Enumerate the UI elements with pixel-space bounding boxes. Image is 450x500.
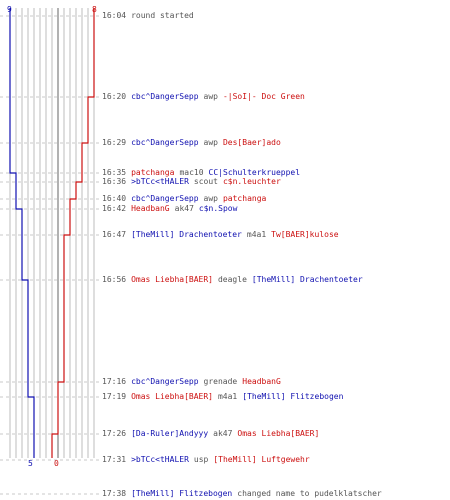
player-name: -|SoI|- Doc Green	[222, 92, 305, 101]
event-row: 17:19 Omas Liebha[BAER] m4a1 [TheMill] Flit…	[102, 392, 343, 401]
red-end-count: 0	[54, 459, 59, 468]
event-row: 17:26 [Da-Ruler]Andyyy ak47 Omas Liebha[BAE…	[102, 429, 319, 438]
event-action: grenade	[203, 377, 238, 386]
event-action: deagle	[217, 275, 247, 284]
player-name: Omas Liebha[BAER]	[131, 275, 213, 284]
blue-start-count: 9	[7, 5, 12, 14]
event-action: awp	[203, 92, 218, 101]
event-row: 16:35 patchanga mac10 CC|Schulterkrueppel	[102, 168, 300, 177]
player-name: cbc^DangerSepp	[131, 138, 199, 147]
event-action: mac10	[179, 168, 204, 177]
event-row: 17:38 [TheMill] Flitzebogen changed name t…	[102, 489, 382, 498]
player-name: cbc^DangerSepp	[131, 377, 199, 386]
event-action: scout	[193, 177, 218, 186]
event-time: 16:56	[102, 275, 127, 284]
player-name: HeadbanG	[242, 377, 281, 386]
player-name: [TheMill] Drachentoeter	[251, 275, 363, 284]
player-name: Omas Liebha[BAER]	[237, 429, 320, 438]
blue-end-count: 5	[28, 459, 33, 468]
player-name: [TheMill] Luftgewehr	[213, 455, 310, 464]
event-row: 16:47 [TheMill] Drachentoeter m4a1 Tw[BAER]…	[102, 230, 339, 239]
event-time: 16:35	[102, 168, 127, 177]
player-name: HeadbanG	[131, 204, 170, 213]
event-row: 17:31 >bTCc<tHALER usp [TheMill] Luftgewehr	[102, 455, 310, 464]
event-row: 17:16 cbc^DangerSepp grenade HeadbanG	[102, 377, 281, 386]
event-time: 16:29	[102, 138, 127, 147]
event-action: ak47	[213, 429, 233, 438]
event-action: awp	[203, 194, 218, 203]
event-action: awp	[203, 138, 218, 147]
event-action: round started	[131, 11, 194, 20]
player-name: [TheMill] Drachentoeter	[131, 230, 242, 239]
player-name: >bTCc<tHALER	[131, 177, 189, 186]
event-row: 16:40 cbc^DangerSepp awp patchanga	[102, 194, 266, 203]
event-time: 16:47	[102, 230, 127, 239]
player-name: cbc^DangerSepp	[131, 194, 199, 203]
event-time: 16:36	[102, 177, 127, 186]
event-row: 16:20 cbc^DangerSepp awp -|SoI|- Doc Green	[102, 92, 305, 101]
event-action: m4a1	[217, 392, 238, 401]
event-time: 16:04	[102, 11, 127, 20]
event-time: 16:20	[102, 92, 127, 101]
player-name: Omas Liebha[BAER]	[131, 392, 213, 401]
event-time: 17:38	[102, 489, 127, 498]
player-name: c$n.Spow	[198, 204, 238, 213]
player-name: CC|Schulterkrueppel	[208, 168, 301, 177]
player-name: >bTCc<tHALER	[131, 455, 189, 464]
red-start-count: 8	[92, 5, 97, 14]
player-name: [TheMill] Flitzebogen	[242, 392, 344, 401]
event-action: ak47	[174, 204, 194, 213]
player-name: cbc^DangerSepp	[131, 92, 199, 101]
event-time: 17:26	[102, 429, 127, 438]
event-time: 17:16	[102, 377, 127, 386]
event-time: 16:42	[102, 204, 127, 213]
event-row: 16:36 >bTCc<tHALER scout c$n.leuchter	[102, 177, 281, 186]
event-time: 17:31	[102, 455, 127, 464]
event-row: 16:29 cbc^DangerSepp awp Des[Baer]ado	[102, 138, 281, 147]
player-name: Des[Baer]ado	[222, 138, 281, 147]
event-row: 16:42 HeadbanG ak47 c$n.Spow	[102, 204, 237, 213]
player-name: [Da-Ruler]Andyyy	[131, 429, 209, 438]
event-time: 16:40	[102, 194, 127, 203]
event-action: changed name to pudelklatscher	[237, 489, 382, 498]
event-action: usp	[193, 455, 209, 464]
red-team-step-line	[51, 8, 95, 458]
event-row: 16:04 round started	[102, 11, 194, 20]
player-name: [TheMill] Flitzebogen	[131, 489, 233, 498]
event-row: 16:56 Omas Liebha[BAER] deagle [TheMill] Dr…	[102, 275, 363, 284]
event-action: m4a1	[246, 230, 267, 239]
player-name: Tw[BAER]kulose	[271, 230, 339, 239]
blue-team-step-line	[9, 8, 35, 458]
player-name: c$n.leuchter	[222, 177, 281, 186]
event-time: 17:19	[102, 392, 127, 401]
player-name: patchanga	[131, 168, 175, 177]
player-name: patchanga	[222, 194, 267, 203]
